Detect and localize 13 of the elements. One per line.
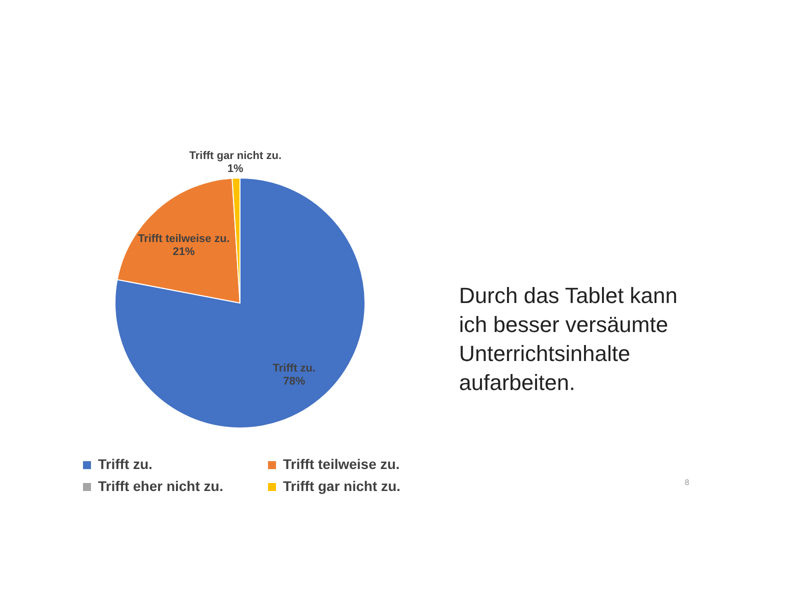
text: Durch das Tablet kann ich besser versäumte Unterrichtsinhalte aufarbeiten. (459, 283, 678, 395)
legend-label: Trifft eher nicht zu. (98, 478, 224, 494)
data-label: 1% (227, 163, 244, 176)
legend-label: Trifft teilweise zu. (283, 456, 400, 472)
data-label: 78% (283, 375, 306, 388)
slice-label: Trifft teilweise zu. (138, 233, 230, 246)
data-label: 21% (172, 246, 196, 258)
text: 8 (684, 478, 690, 487)
pie-slice (114, 178, 366, 428)
legend-label: Trifft zu. (98, 456, 152, 472)
slice-label: Trifft zu. (272, 362, 316, 374)
legend-label: Trifft gar nicht zu. (283, 478, 400, 494)
slice-label: Trifft gar nicht zu. (189, 150, 282, 162)
